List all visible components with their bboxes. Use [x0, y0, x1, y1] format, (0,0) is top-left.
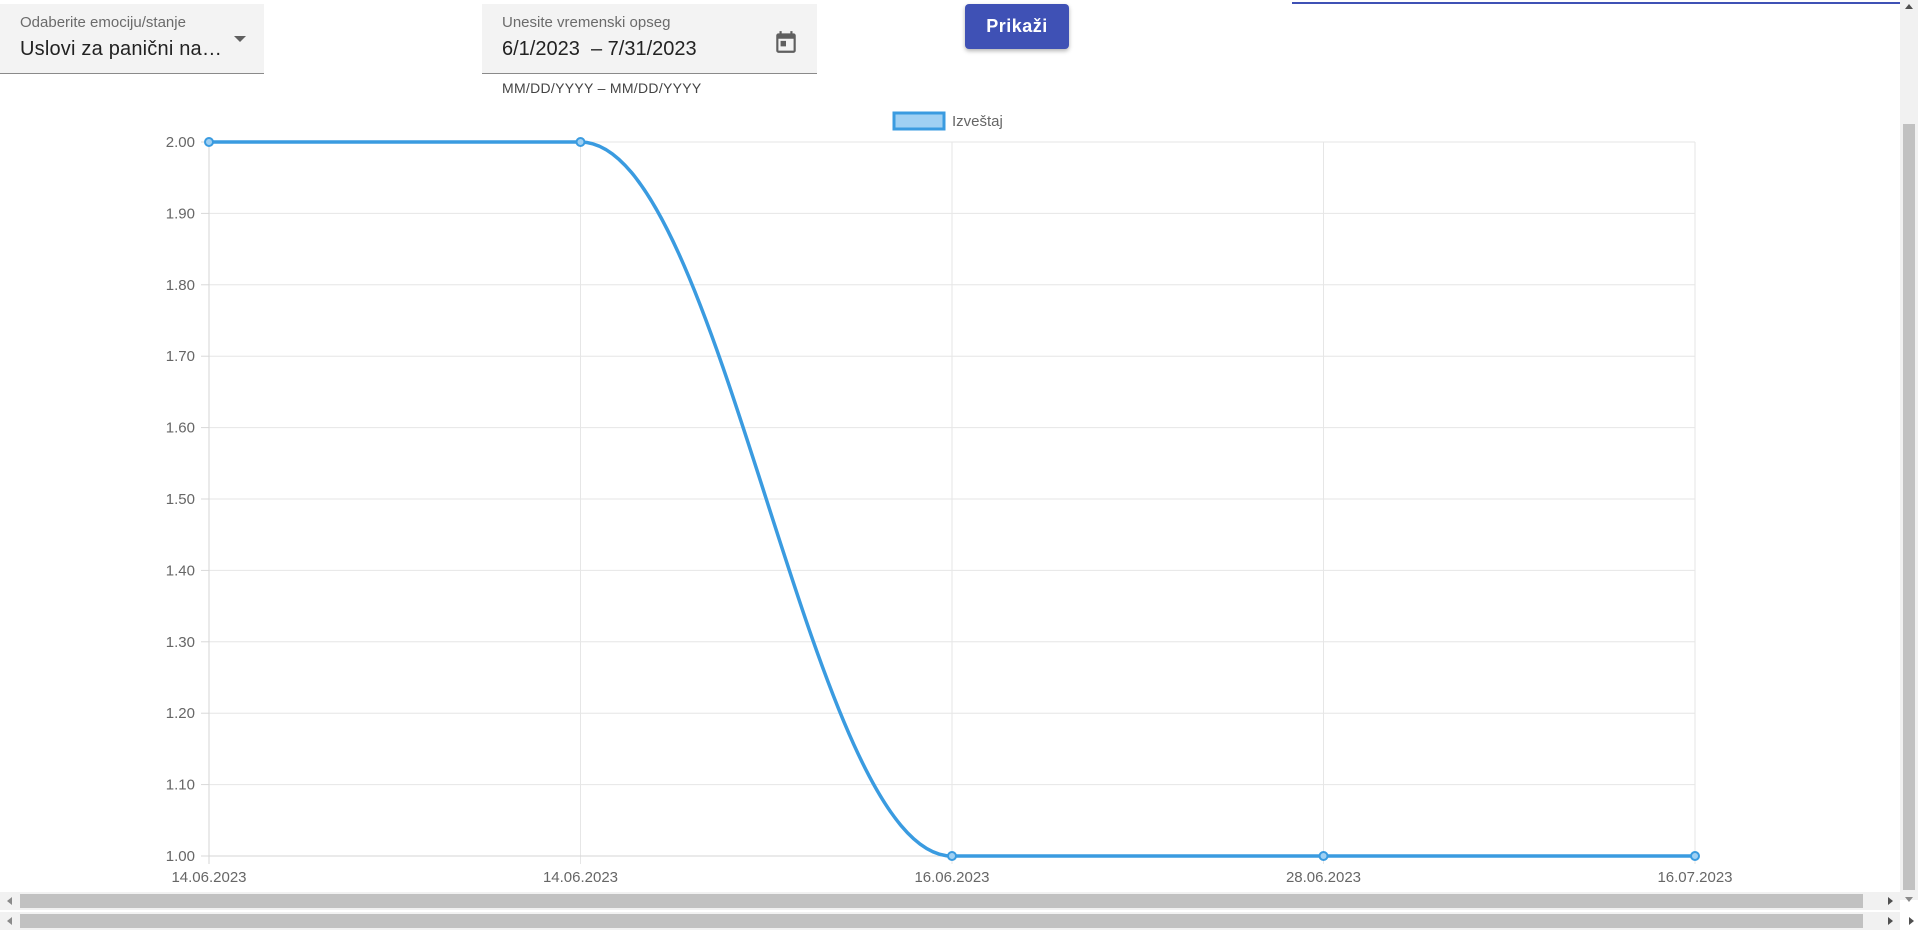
line-chart: 2.00 1.90 1.80 1.70 1.60 1.50 1.40 1.30 1.20 1.10… — [166, 111, 1733, 886]
top-indicator-line — [1292, 2, 1900, 4]
date-range-label: Unesite vremenski opseg — [502, 14, 671, 31]
date-range-value[interactable]: 6/1/2023 – 7/31/2023 — [502, 38, 697, 61]
y-tick-label: 1.30 — [166, 634, 195, 651]
scroll-right-icon[interactable] — [1888, 897, 1893, 905]
dropdown-arrow-icon[interactable] — [234, 36, 246, 42]
y-tick-label: 1.20 — [166, 705, 195, 722]
data-point — [1318, 851, 1329, 861]
data-point — [204, 137, 214, 147]
x-tick-label: 14.06.2023 — [543, 869, 618, 886]
y-tick-label: 1.80 — [166, 277, 195, 294]
x-tick-label: 16.06.2023 — [914, 869, 989, 886]
emotion-select[interactable]: Odaberite emociju/stanje Uslovi za panič… — [0, 4, 264, 74]
y-tick-label: 2.00 — [166, 134, 195, 151]
legend-swatch — [892, 111, 946, 131]
y-tick-label: 1.10 — [166, 777, 195, 794]
date-range-field[interactable]: Unesite vremenski opseg 6/1/2023 – 7/31/… — [482, 4, 817, 74]
outer-scroll-left-icon[interactable] — [7, 917, 12, 925]
outer-scroll-right-icon[interactable] — [1888, 917, 1893, 925]
horizontal-scrollbar-thumb[interactable] — [20, 894, 1863, 908]
y-tick-label: 1.60 — [166, 420, 195, 437]
y-tick-label: 1.00 — [166, 848, 195, 865]
emotion-select-label: Odaberite emociju/stanje — [20, 14, 186, 31]
x-tick-label: 16.07.2023 — [1657, 869, 1732, 886]
series-line — [209, 140, 1695, 858]
y-tick-label: 1.50 — [166, 491, 195, 508]
data-point — [1690, 851, 1700, 861]
emotion-select-value: Uslovi za panični na… — [20, 38, 223, 60]
page-scroll-right-icon[interactable] — [1909, 917, 1914, 925]
date-format-hint: MM/DD/YYYY – MM/DD/YYYY — [502, 80, 702, 96]
date-start-input[interactable]: 6/1/2023 — [502, 38, 580, 60]
vertical-scrollbar-thumb[interactable] — [1903, 124, 1915, 890]
scroll-left-icon[interactable] — [7, 897, 12, 905]
show-button[interactable]: Prikaži — [965, 4, 1069, 49]
legend-label: Izveštaj — [952, 113, 1003, 130]
data-point — [947, 851, 957, 861]
scroll-up-icon[interactable] — [1905, 4, 1913, 9]
y-tick-label: 1.70 — [166, 348, 195, 365]
x-tick-label: 28.06.2023 — [1286, 869, 1361, 886]
date-separator: – — [590, 38, 603, 60]
data-point — [575, 137, 586, 147]
outer-horizontal-scrollbar-thumb[interactable] — [20, 914, 1863, 928]
calendar-icon[interactable] — [773, 28, 799, 56]
x-tick-label: 14.06.2023 — [171, 869, 246, 886]
date-end-input[interactable]: 7/31/2023 — [607, 38, 697, 60]
y-tick-label: 1.90 — [166, 205, 195, 222]
scroll-down-icon[interactable] — [1905, 897, 1913, 902]
y-tick-label: 1.40 — [166, 562, 195, 579]
